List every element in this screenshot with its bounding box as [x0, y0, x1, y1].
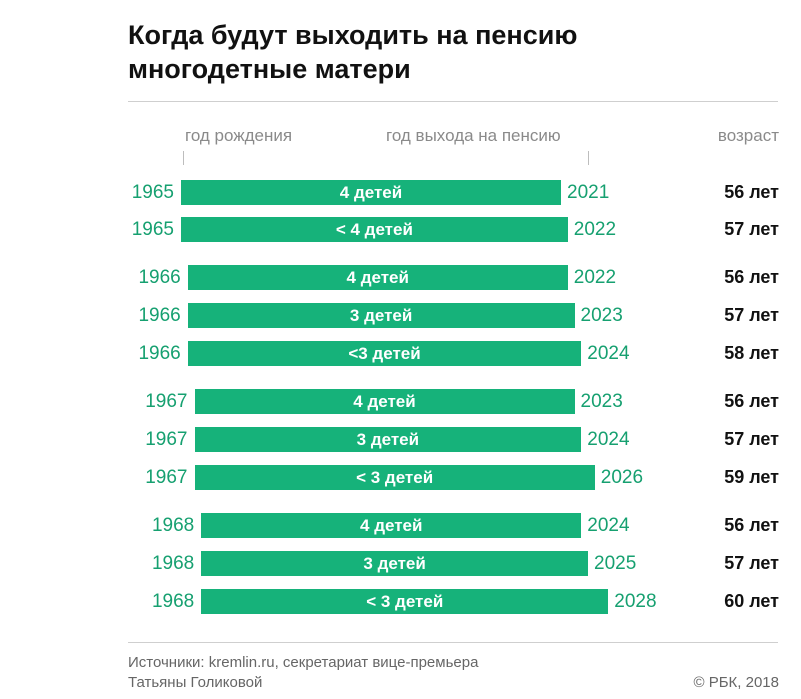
retirement-age-label: 57 лет — [724, 219, 779, 239]
copyright: © РБК, 2018 — [693, 674, 779, 691]
retirement-year-label: 2022 — [573, 267, 617, 288]
birth-year-label: 1965 — [131, 182, 174, 203]
children-count-label: 3 детей — [363, 553, 426, 573]
title-line-1: Когда будут выходить на пенсию — [128, 20, 578, 50]
bottom-divider — [128, 642, 778, 643]
duration-bar: 4 детей — [201, 513, 582, 538]
retirement-year-label: 2026 — [600, 467, 644, 488]
retirement-year-label: 2021 — [567, 182, 610, 203]
duration-bar: 3 детей — [187, 303, 575, 328]
column-header-retire: год выхода на пенсию — [386, 126, 561, 145]
children-count-label: 4 детей — [353, 391, 416, 411]
duration-bar: < 4 детей — [181, 217, 568, 242]
column-header-age: возраст — [717, 126, 779, 145]
birth-year-label: 1966 — [138, 267, 181, 288]
source-note: Источники: kremlin.ru, секретариат вице-… — [128, 653, 478, 693]
birth-year-label: 1966 — [138, 305, 181, 326]
birth-year-label: 1968 — [151, 515, 195, 536]
retirement-age-label: 56 лет — [724, 267, 779, 287]
duration-bar: 3 детей — [194, 427, 582, 452]
birth-year-label: 1965 — [131, 219, 174, 240]
retirement-age-label: 57 лет — [724, 429, 779, 449]
retirement-age-label: 57 лет — [724, 553, 779, 573]
children-count-label: 4 детей — [346, 267, 409, 287]
children-count-label: <3 детей — [348, 343, 421, 363]
column-header-birth: год рождения — [185, 126, 293, 145]
children-count-label: < 3 детей — [356, 467, 434, 487]
children-count-label: 4 детей — [360, 515, 423, 535]
chart-title: Когда будут выходить на пенсию многодетн… — [128, 18, 768, 86]
retirement-year-label: 2022 — [573, 219, 617, 240]
retirement-age-label: 59 лет — [724, 467, 779, 487]
source-line-2: Татьяны Голиковой — [128, 674, 263, 691]
header-tick-right — [588, 151, 589, 165]
retirement-year-label: 2028 — [614, 591, 657, 612]
retirement-age-label: 58 лет — [724, 343, 779, 363]
duration-bar: 3 детей — [201, 551, 588, 576]
retirement-year-label: 2023 — [580, 305, 623, 326]
children-count-label: 4 детей — [339, 182, 403, 202]
retirement-year-label: 2024 — [587, 343, 630, 364]
children-count-label: < 4 детей — [335, 219, 413, 239]
top-divider — [128, 101, 778, 102]
retirement-age-label: 56 лет — [724, 391, 779, 411]
duration-bar: 4 детей — [187, 265, 568, 290]
children-count-label: 3 детей — [349, 305, 413, 325]
children-count-label: 3 детей — [356, 429, 420, 449]
retirement-year-label: 2023 — [580, 391, 623, 412]
birth-year-label: 1968 — [151, 591, 195, 612]
header-tick-left — [183, 151, 184, 165]
birth-year-label: 1968 — [151, 553, 195, 574]
duration-bar: 4 детей — [181, 180, 561, 205]
retirement-year-label: 2024 — [587, 515, 630, 536]
duration-bar: < 3 детей — [194, 465, 595, 490]
birth-year-label: 1966 — [138, 343, 181, 364]
birth-year-label: 1967 — [145, 429, 188, 450]
retirement-age-label: 56 лет — [724, 515, 779, 535]
retirement-age-label: 60 лет — [724, 591, 779, 611]
duration-bar: <3 детей — [187, 341, 582, 366]
source-line-1: Источники: kremlin.ru, секретариат вице-… — [128, 654, 479, 671]
birth-year-label: 1967 — [145, 391, 188, 412]
retirement-year-label: 2024 — [587, 429, 630, 450]
duration-bar: < 3 детей — [201, 589, 609, 614]
title-line-2: многодетные матери — [128, 54, 411, 84]
retirement-age-label: 56 лет — [724, 182, 779, 202]
retirement-age-label: 57 лет — [724, 305, 779, 325]
children-count-label: < 3 детей — [366, 591, 444, 611]
duration-bar: 4 детей — [194, 389, 575, 414]
birth-year-label: 1967 — [145, 467, 188, 488]
retirement-year-label: 2025 — [594, 553, 637, 574]
